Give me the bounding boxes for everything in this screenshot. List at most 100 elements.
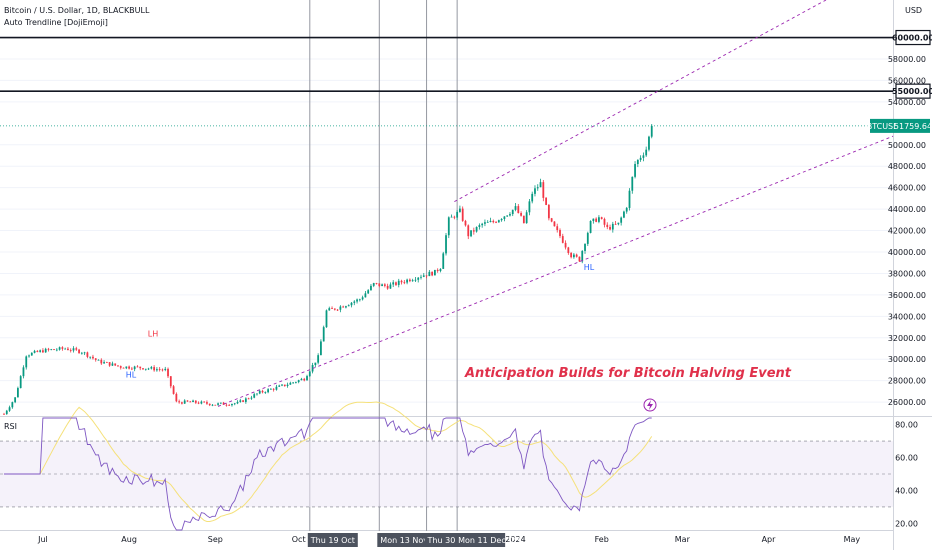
price-tick-label: 30000.00 — [888, 355, 926, 364]
candle — [445, 235, 447, 254]
candle — [556, 226, 559, 231]
candle — [103, 362, 105, 364]
candle — [481, 223, 484, 226]
candle — [61, 347, 64, 349]
level-price-box — [895, 29, 931, 46]
candle — [19, 376, 22, 389]
candle — [206, 402, 208, 404]
candle — [584, 243, 586, 251]
candle — [425, 275, 428, 277]
candle — [547, 204, 550, 219]
candle — [375, 283, 378, 284]
candle — [361, 297, 364, 300]
candle — [114, 363, 117, 366]
candle — [278, 385, 281, 387]
candle — [28, 355, 30, 357]
candle — [203, 401, 206, 403]
candle — [570, 252, 573, 258]
annotation-text: Anticipation Builds for Bitcoin Halving … — [464, 366, 792, 381]
candle — [217, 403, 219, 405]
candle — [300, 378, 303, 381]
candle — [648, 136, 650, 150]
candle — [86, 352, 89, 357]
candle — [14, 397, 17, 403]
time-label: Feb — [595, 535, 609, 544]
trendline-upper — [454, 0, 827, 202]
candle — [598, 217, 600, 222]
candle — [392, 282, 395, 285]
price-tick-label: 54000.00 — [888, 98, 926, 107]
candle — [50, 349, 53, 351]
marker-date-box — [455, 533, 506, 547]
candle — [272, 388, 275, 390]
candle — [258, 390, 261, 394]
price-tick-label: 40000.00 — [888, 248, 926, 257]
candle — [139, 366, 142, 369]
candle — [620, 217, 623, 223]
candle — [470, 230, 472, 237]
candle — [94, 358, 97, 360]
candle — [628, 190, 631, 208]
candle — [250, 397, 253, 399]
candle — [111, 363, 114, 366]
candles-group — [3, 123, 653, 415]
candle — [295, 382, 297, 383]
swing-label: LH — [148, 330, 158, 339]
candle — [136, 366, 139, 368]
candle — [47, 348, 50, 350]
candle — [158, 369, 161, 370]
candle — [459, 208, 461, 212]
candle — [534, 188, 536, 194]
candle — [214, 404, 217, 406]
candle — [325, 310, 328, 328]
trendline-lower — [217, 135, 894, 407]
candle — [486, 222, 489, 223]
level-price-label: 55000.00 — [892, 87, 932, 96]
candle — [589, 220, 592, 233]
candle — [631, 176, 634, 191]
candle — [17, 388, 19, 398]
candle — [350, 302, 353, 306]
candle — [130, 368, 133, 370]
price-tick-label: 38000.00 — [888, 269, 926, 278]
chart-title: Bitcoin / U.S. Dollar, 1D, BLACKBULL — [4, 6, 150, 15]
candle — [75, 348, 78, 350]
candle — [267, 389, 269, 393]
candle — [55, 349, 58, 351]
candle — [22, 367, 25, 377]
candle — [200, 401, 203, 404]
candle — [264, 392, 267, 393]
candle — [542, 182, 545, 198]
candle — [336, 309, 339, 311]
candle — [231, 403, 233, 406]
candle — [614, 223, 617, 225]
candle — [69, 350, 72, 351]
symbol-tag-label: BTCUSD — [867, 122, 900, 131]
candle — [522, 215, 525, 224]
candle — [67, 348, 69, 351]
swing-label: HL — [126, 370, 137, 379]
candle — [44, 348, 47, 353]
candle — [72, 348, 75, 351]
candle — [64, 348, 67, 350]
time-label: Apr — [762, 535, 777, 544]
candle — [606, 224, 609, 227]
candle — [592, 218, 595, 221]
rsi-label: RSI — [4, 422, 17, 431]
candle — [439, 268, 442, 272]
candle — [8, 407, 11, 411]
candle — [581, 250, 584, 262]
candle — [383, 284, 386, 286]
candle — [453, 216, 456, 218]
candle — [53, 349, 55, 351]
candle — [600, 217, 603, 219]
candle — [386, 285, 389, 289]
time-label: 2024 — [505, 535, 525, 544]
candle — [119, 366, 122, 368]
candle — [156, 369, 158, 371]
rsi-tick-label: 20.00 — [895, 519, 918, 528]
candle — [36, 350, 39, 352]
candle — [625, 207, 628, 212]
candle — [636, 159, 639, 165]
